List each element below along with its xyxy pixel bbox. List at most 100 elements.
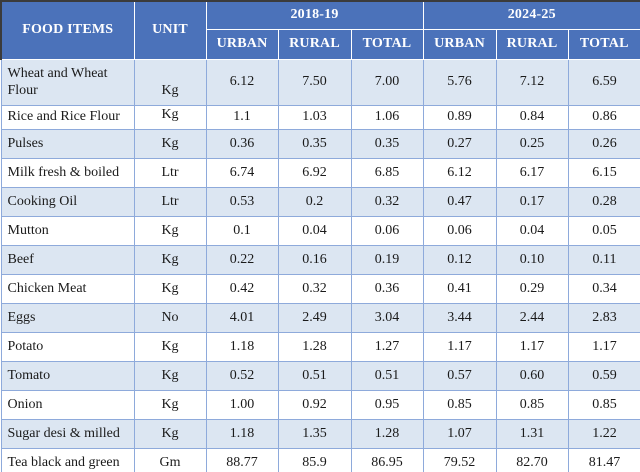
value-cell: 6.92 [277,157,352,188]
value-cell: 0.16 [277,244,352,275]
food-item-label: Mutton [0,215,135,246]
food-item-label: Rice and Rice Flour [0,104,135,130]
food-item-label: Eggs [0,302,135,333]
unit-value: Ltr [133,186,207,217]
table-row: Tomato Kg 0.52 0.51 0.51 0.57 0.60 0.59 [0,360,640,391]
value-cell: 1.22 [567,418,640,449]
value-cell: 1.07 [422,418,497,449]
table-row: Milk fresh & boiled Ltr 6.74 6.92 6.85 6… [0,157,640,188]
value-cell: 2.44 [495,302,569,333]
value-cell: 1.17 [567,331,640,362]
unit-value: Kg [133,128,207,159]
table-body: Wheat and Wheat Flour Kg 6.12 7.50 7.00 … [0,58,640,472]
food-item-label: Pulses [0,128,135,159]
unit-value: Kg [133,104,207,130]
value-cell: 0.04 [277,215,352,246]
value-cell: 82.70 [495,447,569,472]
unit-value: Kg [133,389,207,420]
value-cell: 0.51 [350,360,424,391]
value-cell: 86.95 [350,447,424,472]
food-item-label: Onion [0,389,135,420]
value-cell: 0.36 [205,128,279,159]
table-row: Tea black and green Gm 88.77 85.9 86.95 … [0,447,640,472]
value-cell: 0.06 [422,215,497,246]
column-header-unit: UNIT [133,0,207,60]
table-row: Chicken Meat Kg 0.42 0.32 0.36 0.41 0.29… [0,273,640,304]
value-cell: 0.51 [277,360,352,391]
value-cell: 0.12 [422,244,497,275]
value-cell: 0.47 [422,186,497,217]
value-cell: 0.1 [205,215,279,246]
table-row: Beef Kg 0.22 0.16 0.19 0.12 0.10 0.11 [0,244,640,275]
year-group-2018-19: 2018-19 [205,0,424,30]
value-cell: 5.76 [422,58,497,106]
value-cell: 7.00 [350,58,424,106]
value-cell: 0.41 [422,273,497,304]
value-cell: 0.42 [205,273,279,304]
value-cell: 0.2 [277,186,352,217]
value-cell: 6.85 [350,157,424,188]
unit-value: Kg [133,418,207,449]
unit-value: Kg [133,360,207,391]
unit-value: Ltr [133,157,207,188]
unit-value: Kg [133,273,207,304]
column-header-rural-2018: RURAL [277,28,352,60]
value-cell: 85.9 [277,447,352,472]
value-cell: 0.95 [350,389,424,420]
unit-value: Kg [133,58,207,106]
column-header-total-2018: TOTAL [350,28,424,60]
value-cell: 0.36 [350,273,424,304]
table-row: Onion Kg 1.00 0.92 0.95 0.85 0.85 0.85 [0,389,640,420]
value-cell: 7.12 [495,58,569,106]
value-cell: 4.01 [205,302,279,333]
value-cell: 1.28 [350,418,424,449]
header-row-subcolumns: URBAN RURAL TOTAL URBAN RURAL TOTAL [1,28,640,60]
value-cell: 0.85 [567,389,640,420]
value-cell: 0.89 [422,104,497,130]
value-cell: 1.1 [205,104,279,130]
table-row: Eggs No 4.01 2.49 3.04 3.44 2.44 2.83 [0,302,640,333]
value-cell: 0.86 [567,104,640,130]
value-cell: 1.28 [277,331,352,362]
value-cell: 0.84 [495,104,569,130]
value-cell: 0.34 [567,273,640,304]
value-cell: 0.35 [277,128,352,159]
table-row: Potato Kg 1.18 1.28 1.27 1.17 1.17 1.17 [0,331,640,362]
unit-value: Gm [133,447,207,472]
unit-value: Kg [133,215,207,246]
value-cell: 1.35 [277,418,352,449]
value-cell: 79.52 [422,447,497,472]
column-header-urban-2018: URBAN [205,28,279,60]
value-cell: 1.17 [422,331,497,362]
value-cell: 0.85 [422,389,497,420]
value-cell: 6.15 [567,157,640,188]
unit-value: Kg [133,331,207,362]
year-group-2024-25: 2024-25 [422,0,640,30]
table-row: Cooking Oil Ltr 0.53 0.2 0.32 0.47 0.17 … [0,186,640,217]
column-header-food-items: FOOD ITEMS [0,0,135,60]
food-item-label: Wheat and Wheat Flour [0,58,135,106]
food-item-label: Sugar desi & milled [0,418,135,449]
value-cell: 1.00 [205,389,279,420]
value-cell: 6.12 [205,58,279,106]
value-cell: 6.74 [205,157,279,188]
value-cell: 0.32 [350,186,424,217]
table-row: Wheat and Wheat Flour Kg 6.12 7.50 7.00 … [0,58,640,106]
value-cell: 3.04 [350,302,424,333]
value-cell: 0.06 [350,215,424,246]
table-row: Sugar desi & milled Kg 1.18 1.35 1.28 1.… [0,418,640,449]
value-cell: 6.17 [495,157,569,188]
value-cell: 6.12 [422,157,497,188]
food-item-label: Tomato [0,360,135,391]
food-item-label: Beef [0,244,135,275]
value-cell: 7.50 [277,58,352,106]
value-cell: 0.19 [350,244,424,275]
table-row: Pulses Kg 0.36 0.35 0.35 0.27 0.25 0.26 [0,128,640,159]
table-header: FOOD ITEMS UNIT 2018-19 2024-25 URBAN RU… [0,0,640,60]
value-cell: 0.29 [495,273,569,304]
food-item-label: Tea black and green [0,447,135,472]
value-cell: 0.59 [567,360,640,391]
column-header-total-2024: TOTAL [567,28,640,60]
value-cell: 0.27 [422,128,497,159]
value-cell: 88.77 [205,447,279,472]
